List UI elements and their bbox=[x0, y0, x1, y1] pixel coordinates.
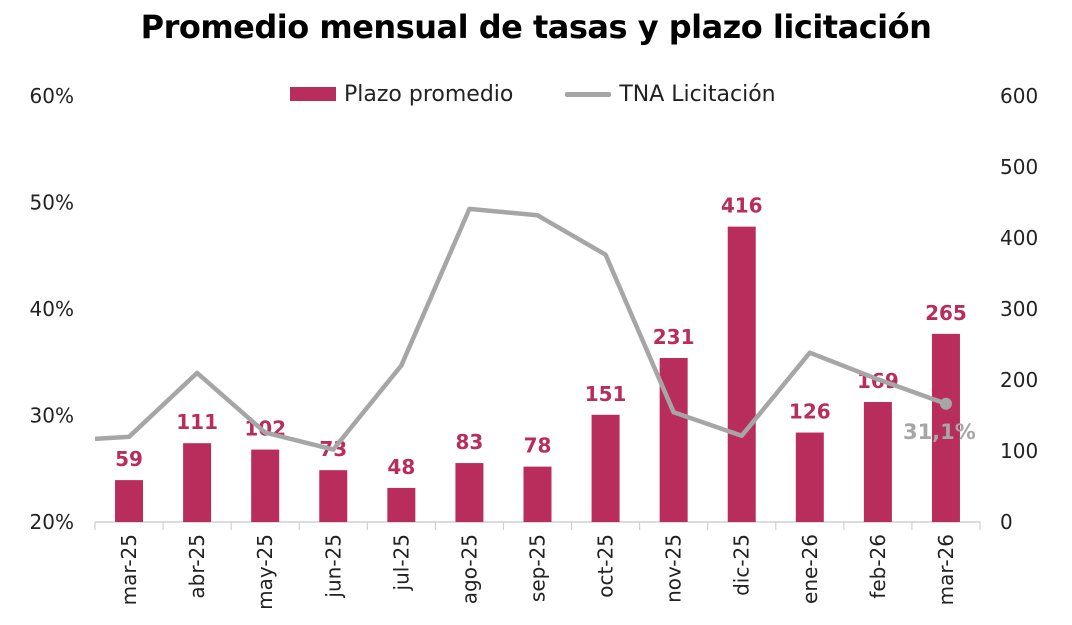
x-category-label: jun-25 bbox=[321, 534, 345, 599]
legend-label-line: TNA Licitación bbox=[619, 81, 776, 107]
right-axis-tick: 400 bbox=[1000, 226, 1038, 250]
x-category-label: ago-25 bbox=[457, 534, 481, 604]
bar bbox=[931, 333, 960, 522]
bar bbox=[795, 432, 824, 522]
x-category-label: sep-25 bbox=[526, 534, 550, 602]
x-category-label: jul-25 bbox=[389, 534, 413, 591]
x-category-label: may-25 bbox=[253, 534, 277, 610]
x-category-label: dic-25 bbox=[730, 534, 754, 596]
left-axis-tick: 60% bbox=[30, 84, 74, 108]
bar-data-label: 78 bbox=[524, 434, 552, 458]
left-axis-tick: 50% bbox=[30, 191, 74, 215]
bar-data-label: 231 bbox=[653, 325, 695, 349]
bar bbox=[115, 480, 144, 522]
left-axis-tick: 20% bbox=[30, 510, 74, 534]
right-axis-tick: 500 bbox=[1000, 155, 1038, 179]
bar bbox=[523, 466, 552, 522]
right-axis-tick: 300 bbox=[1000, 297, 1038, 321]
bar bbox=[183, 443, 212, 522]
x-category-label: ene-26 bbox=[798, 534, 822, 604]
chart-title: Promedio mensual de tasas y plazo licita… bbox=[140, 8, 932, 46]
legend-swatch-bars bbox=[290, 87, 336, 101]
bar-data-label: 111 bbox=[176, 410, 218, 434]
left-axis-tick: 40% bbox=[30, 297, 74, 321]
bar bbox=[455, 463, 484, 522]
right-axis-tick: 0 bbox=[1000, 510, 1013, 534]
x-category-label: nov-25 bbox=[662, 534, 686, 603]
x-category-label: mar-26 bbox=[934, 534, 958, 605]
bar-data-label: 83 bbox=[456, 430, 484, 454]
right-axis-tick: 600 bbox=[1000, 84, 1038, 108]
bar bbox=[591, 414, 620, 522]
line-series-tna bbox=[94, 206, 947, 452]
legend-swatch-line bbox=[565, 91, 612, 97]
bar bbox=[387, 487, 416, 522]
bar bbox=[863, 402, 892, 522]
bar-data-label: 48 bbox=[387, 455, 415, 479]
bar bbox=[727, 226, 756, 522]
bar bbox=[251, 449, 280, 522]
bar-data-label: 126 bbox=[789, 400, 831, 424]
right-axis-tick: 100 bbox=[1000, 439, 1038, 463]
bar-data-label: 416 bbox=[721, 194, 763, 218]
bar-data-label: 265 bbox=[925, 301, 967, 325]
x-category-label: feb-26 bbox=[866, 534, 890, 599]
line-point-last bbox=[939, 397, 952, 410]
legend-label-bars: Plazo promedio bbox=[344, 81, 514, 107]
bar bbox=[319, 470, 348, 522]
x-category-label: oct-25 bbox=[594, 534, 618, 598]
right-axis-tick: 200 bbox=[1000, 368, 1038, 392]
bar-data-label: 59 bbox=[115, 447, 143, 471]
bar bbox=[659, 357, 688, 522]
x-category-label: mar-25 bbox=[117, 534, 141, 605]
legend: Plazo promedio TNA Licitación bbox=[290, 78, 828, 110]
line-data-label: 31,1% bbox=[903, 420, 976, 444]
bar-data-label: 151 bbox=[585, 382, 627, 406]
legend-item-line: TNA Licitación bbox=[565, 81, 776, 107]
legend-item-bars: Plazo promedio bbox=[290, 82, 513, 107]
left-axis-tick: 30% bbox=[30, 404, 74, 428]
x-category-label: abr-25 bbox=[185, 534, 209, 599]
